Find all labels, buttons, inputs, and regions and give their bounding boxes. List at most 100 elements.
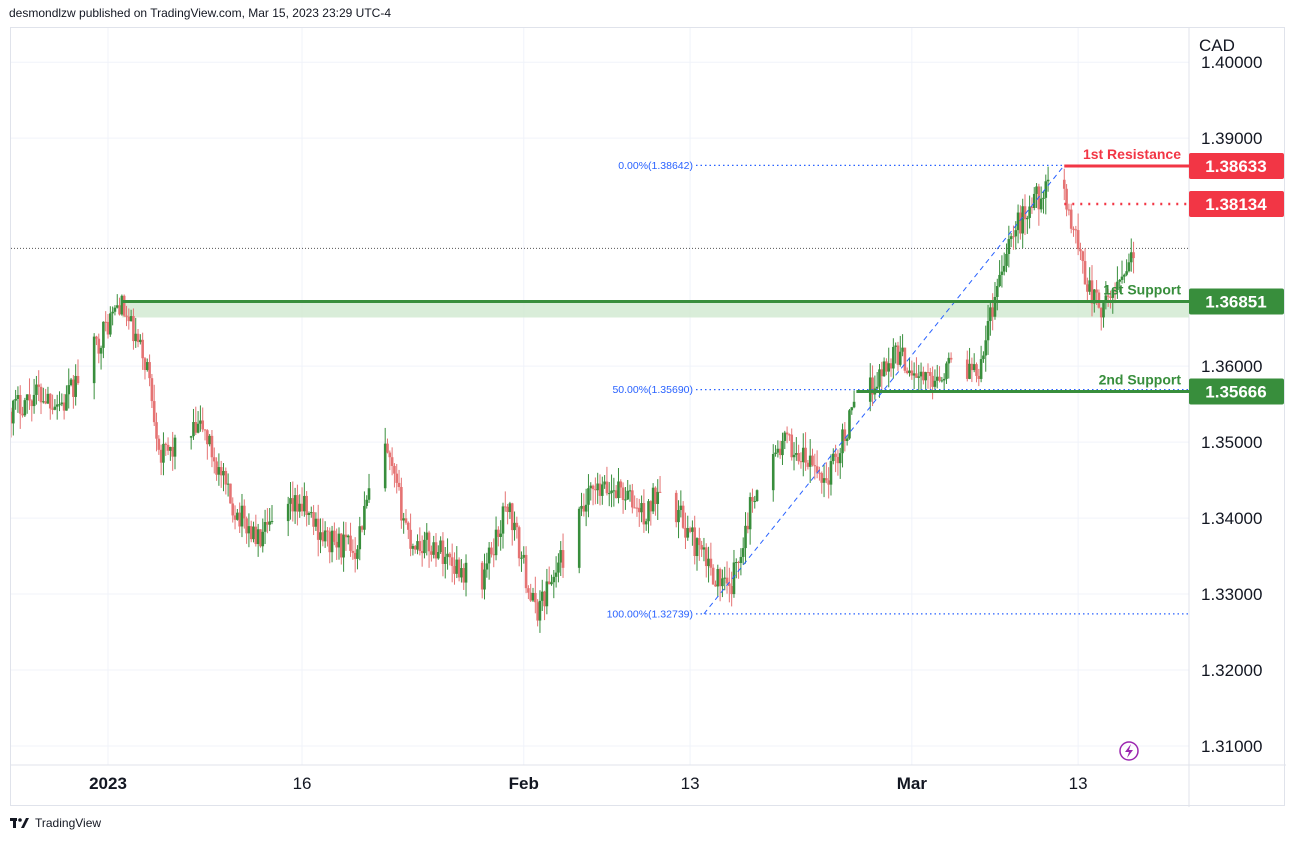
candle-down <box>136 328 140 348</box>
price-chart[interactable]: 0.00%(1.38642) 50.00%(1.35690) 100.00%(1.3… <box>11 28 1286 807</box>
candle-body <box>65 394 68 411</box>
candle-body <box>656 491 660 504</box>
candle-down <box>397 469 401 491</box>
candle-down <box>448 552 452 566</box>
candle-body <box>192 422 195 437</box>
candle-down <box>11 407 13 438</box>
candle-down <box>409 513 412 557</box>
candle-up <box>1125 259 1128 277</box>
candle-up <box>935 364 939 389</box>
candle-body <box>423 539 426 554</box>
candle-body <box>647 501 650 522</box>
candle-up <box>979 345 983 383</box>
candle-body <box>684 527 687 538</box>
candle-up <box>356 545 359 570</box>
candle-down <box>582 493 586 517</box>
candle-down <box>591 484 595 506</box>
candle-down <box>709 542 713 576</box>
candle-body <box>804 447 807 463</box>
candle-up <box>776 440 780 458</box>
candle-down <box>386 438 389 454</box>
candle-body <box>633 507 636 509</box>
candle-body <box>16 394 20 399</box>
candle-body <box>538 600 542 621</box>
candle-up <box>236 508 239 521</box>
candle-down <box>797 444 800 465</box>
candle-body <box>291 498 295 512</box>
candle-down <box>903 347 907 374</box>
candle-body <box>1032 193 1036 209</box>
candle-up <box>924 371 927 392</box>
candle-down <box>698 527 701 561</box>
candle-up <box>677 500 680 539</box>
candle-down <box>621 482 625 514</box>
candle-down <box>790 428 794 461</box>
tradingview-logo-icon <box>10 818 29 828</box>
candle-up <box>771 444 775 502</box>
chart-frame[interactable]: 0.00%(1.38642) 50.00%(1.35690) 100.00%(1.3… <box>10 27 1286 807</box>
candle-down <box>229 483 232 504</box>
candle-body <box>1044 181 1048 198</box>
candle-body <box>106 321 110 335</box>
candle-body <box>457 559 461 578</box>
candle-body <box>801 447 805 463</box>
candle-up <box>120 294 124 316</box>
candle-body <box>975 364 978 376</box>
candle-up <box>42 387 45 404</box>
candle-up <box>848 408 851 440</box>
candle-body <box>852 401 856 408</box>
candle-down <box>1037 183 1041 226</box>
candle-down <box>434 533 438 567</box>
candle-up <box>1118 279 1122 293</box>
price-tick-label: 1.39000 <box>1201 129 1262 148</box>
lightning-icon[interactable] <box>1119 741 1139 761</box>
candle-body <box>127 316 131 322</box>
candle-body <box>707 558 710 567</box>
candle-down <box>335 528 338 560</box>
candle-up <box>14 389 17 410</box>
candle-up <box>908 357 911 377</box>
candle-body <box>53 406 57 410</box>
candle-body <box>529 592 533 601</box>
candle-body <box>460 568 463 578</box>
candle-down <box>1081 250 1085 274</box>
candle-up <box>425 523 429 556</box>
candle-down <box>674 490 678 528</box>
candle-body <box>1109 296 1112 298</box>
candle-body <box>46 393 50 404</box>
candle-down <box>316 504 320 557</box>
candle-body <box>236 512 239 520</box>
candle-body <box>850 407 854 411</box>
candle-body <box>1106 295 1110 297</box>
candle-down <box>1079 242 1082 261</box>
candle-up <box>483 553 486 600</box>
candle-up <box>1116 266 1119 299</box>
candle-body <box>1007 239 1011 254</box>
candle-up <box>540 579 544 612</box>
candle-up <box>298 494 302 518</box>
candle-down <box>1097 289 1101 309</box>
candle-down <box>1062 168 1066 201</box>
candle-body <box>1062 179 1066 189</box>
candle-up <box>1000 255 1004 288</box>
candle-down <box>510 502 514 546</box>
candle-body <box>337 533 341 548</box>
candle-body <box>383 443 387 489</box>
candle-down <box>1086 277 1089 303</box>
candle-body <box>226 483 230 485</box>
candle-up <box>845 435 849 446</box>
candle-down <box>62 393 66 420</box>
candle-body <box>286 503 290 522</box>
candle-down <box>631 483 634 514</box>
candle-up <box>901 334 904 357</box>
candle-body <box>363 505 366 530</box>
candle-up <box>982 351 985 363</box>
candle-up <box>841 423 844 468</box>
candle-body <box>333 530 336 542</box>
currency-label: CAD <box>1199 36 1235 55</box>
candle-down <box>896 341 900 371</box>
candle-body <box>543 591 546 607</box>
candle-down <box>1106 288 1110 307</box>
candle-body <box>95 336 98 339</box>
candle-body <box>589 485 593 489</box>
